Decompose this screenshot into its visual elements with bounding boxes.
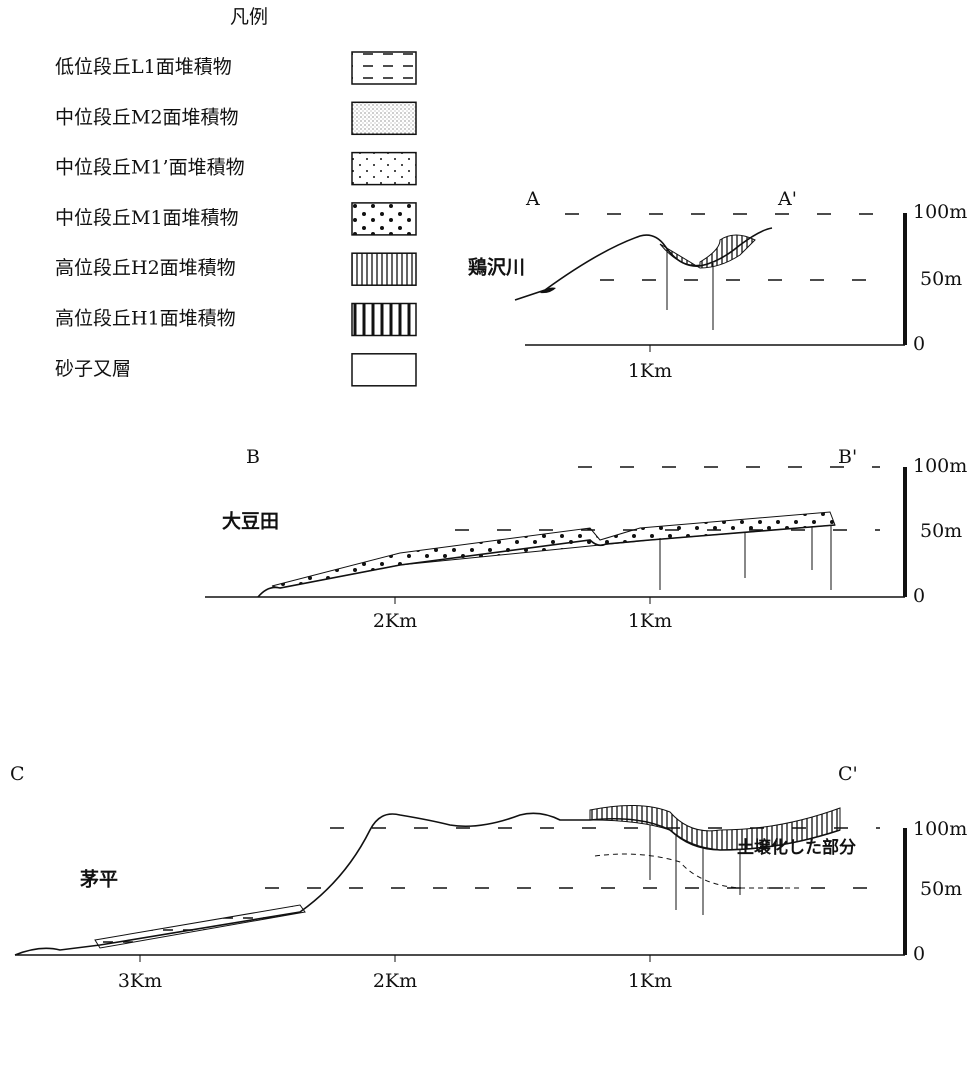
section-b: B B' 大豆田 100m 50m 0 2Km 1Km: [205, 446, 967, 632]
deposit: [660, 235, 755, 268]
legend-swatch: [352, 253, 416, 285]
left-label: A: [525, 188, 540, 210]
place-name: 大豆田: [222, 510, 279, 533]
scale-label: 0: [913, 943, 925, 965]
annotation: 土壌化した部分: [737, 837, 856, 858]
left-label: B: [246, 446, 260, 468]
place-name: 鶏沢川: [468, 256, 525, 279]
place-name: 茅平: [80, 868, 118, 891]
legend-label: 低位段丘L1面堆積物: [55, 56, 232, 78]
distance-label: 2Km: [373, 610, 417, 632]
legend-swatch: [352, 203, 416, 235]
soil-boundary: [595, 854, 800, 888]
legend-label: 中位段丘M1’面堆積物: [55, 157, 245, 179]
scale-label: 100m: [913, 818, 967, 840]
section-a: A A' 鶏沢川 100m 50m 0 1Km: [468, 188, 967, 382]
legend-label: 中位段丘M2面堆積物: [55, 106, 239, 128]
distance-label: 1Km: [628, 610, 672, 632]
scale-label: 50m: [920, 878, 962, 900]
legend-swatch: [352, 102, 416, 134]
legend-swatch: [352, 354, 416, 386]
scale-label: 100m: [913, 201, 967, 223]
legend: 凡例 低位段丘L1面堆積物中位段丘M2面堆積物中位段丘M1’面堆積物中位段丘M1…: [55, 6, 416, 386]
right-label: B': [838, 446, 857, 468]
deposit: [272, 512, 835, 588]
legend-swatch: [352, 304, 416, 336]
right-label: C': [838, 763, 858, 785]
right-label: A': [777, 188, 797, 210]
legend-swatch: [352, 52, 416, 84]
deposit: [95, 905, 305, 948]
scale-label: 50m: [920, 268, 962, 290]
page: 凡例 低位段丘L1面堆積物中位段丘M2面堆積物中位段丘M1’面堆積物中位段丘M1…: [0, 0, 976, 1080]
scale-label: 0: [913, 585, 925, 607]
distance-label: 1Km: [628, 970, 672, 992]
scale-label: 50m: [920, 520, 962, 542]
left-label: C: [10, 763, 25, 785]
section-c: C C' 茅平 100m 50m 0 3Km 2Km 1Km 土壌化した部分: [10, 763, 967, 992]
legend-title: 凡例: [230, 6, 268, 28]
distance-label: 1Km: [628, 360, 672, 382]
distance-label: 3Km: [118, 970, 162, 992]
legend-swatch: [352, 153, 416, 185]
distance-label: 2Km: [373, 970, 417, 992]
scale-label: 100m: [913, 455, 967, 477]
scale-label: 0: [913, 333, 925, 355]
legend-label: 高位段丘H2面堆積物: [55, 257, 236, 279]
legend-label: 砂子又層: [55, 358, 131, 380]
legend-label: 高位段丘H1面堆積物: [55, 308, 236, 330]
legend-label: 中位段丘M1面堆積物: [55, 207, 239, 229]
